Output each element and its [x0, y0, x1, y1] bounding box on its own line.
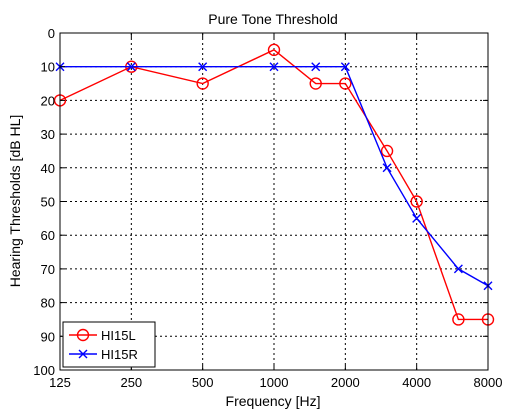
data-point — [340, 62, 350, 72]
marker-stroke — [198, 62, 208, 72]
x-tick-label: 125 — [49, 375, 71, 390]
data-point — [382, 163, 392, 173]
marker-stroke — [269, 62, 279, 72]
data-point — [380, 144, 394, 158]
data-point — [412, 213, 422, 223]
data-point — [196, 77, 209, 90]
y-tick-label: 50 — [41, 195, 55, 210]
grid-lines — [60, 33, 488, 370]
legend-item-hi15r: HI15R — [69, 347, 138, 362]
marker-stroke — [382, 163, 392, 173]
y-tick-label: 10 — [41, 60, 55, 75]
data-point — [267, 43, 281, 57]
data-point — [309, 77, 322, 90]
series-line — [59, 49, 488, 321]
marker-stroke — [340, 62, 350, 72]
data-point — [410, 195, 423, 208]
x-tick-label: 2000 — [331, 375, 360, 390]
legend-marker — [78, 349, 88, 359]
legend-label: HI15L — [101, 328, 136, 343]
x-tick-label: 8000 — [474, 375, 503, 390]
y-tick-label: 80 — [41, 296, 55, 311]
marker-stroke — [311, 62, 321, 72]
y-tick-label: 30 — [41, 127, 55, 142]
marker-stroke — [78, 349, 88, 359]
data-point — [453, 264, 463, 274]
legend: HI15L HI15R — [62, 321, 156, 368]
y-tick-label: 0 — [48, 26, 55, 41]
data-point — [126, 62, 136, 72]
marker-stroke — [126, 62, 136, 72]
y-tick-label: 20 — [41, 93, 55, 108]
series-line — [60, 65, 489, 287]
y-tick-label: 40 — [41, 161, 55, 176]
x-axis-label: Frequency [Hz] — [226, 393, 321, 409]
series-hi15r — [55, 62, 493, 291]
data-point — [339, 77, 352, 90]
data-point — [269, 62, 279, 72]
legend-label: HI15R — [101, 347, 138, 362]
data-point — [198, 62, 208, 72]
data-point — [452, 313, 465, 326]
chart-title: Pure Tone Threshold — [208, 11, 337, 27]
data-point — [311, 62, 321, 72]
y-tick-label: 90 — [41, 329, 55, 344]
x-tick-label: 500 — [192, 375, 214, 390]
y-axis-label: Hearing Thresholds [dB HL] — [7, 115, 23, 288]
marker-stroke — [453, 264, 463, 274]
legend-marker — [76, 328, 90, 342]
y-tick-label: 100 — [33, 363, 55, 378]
x-tick-label: 1000 — [260, 375, 289, 390]
y-tick-label: 70 — [41, 262, 55, 277]
x-tick-label: 4000 — [402, 375, 431, 390]
legend-item-hi15l: HI15L — [69, 328, 136, 343]
legend-box — [62, 321, 156, 368]
x-tick-label: 250 — [120, 375, 142, 390]
y-tick-label: 60 — [41, 228, 55, 243]
marker-stroke — [412, 213, 422, 223]
tick-layer: 125 250 500 1000 2000 4000 8000 0 10 20 30 40 50 60 70… — [33, 26, 502, 390]
